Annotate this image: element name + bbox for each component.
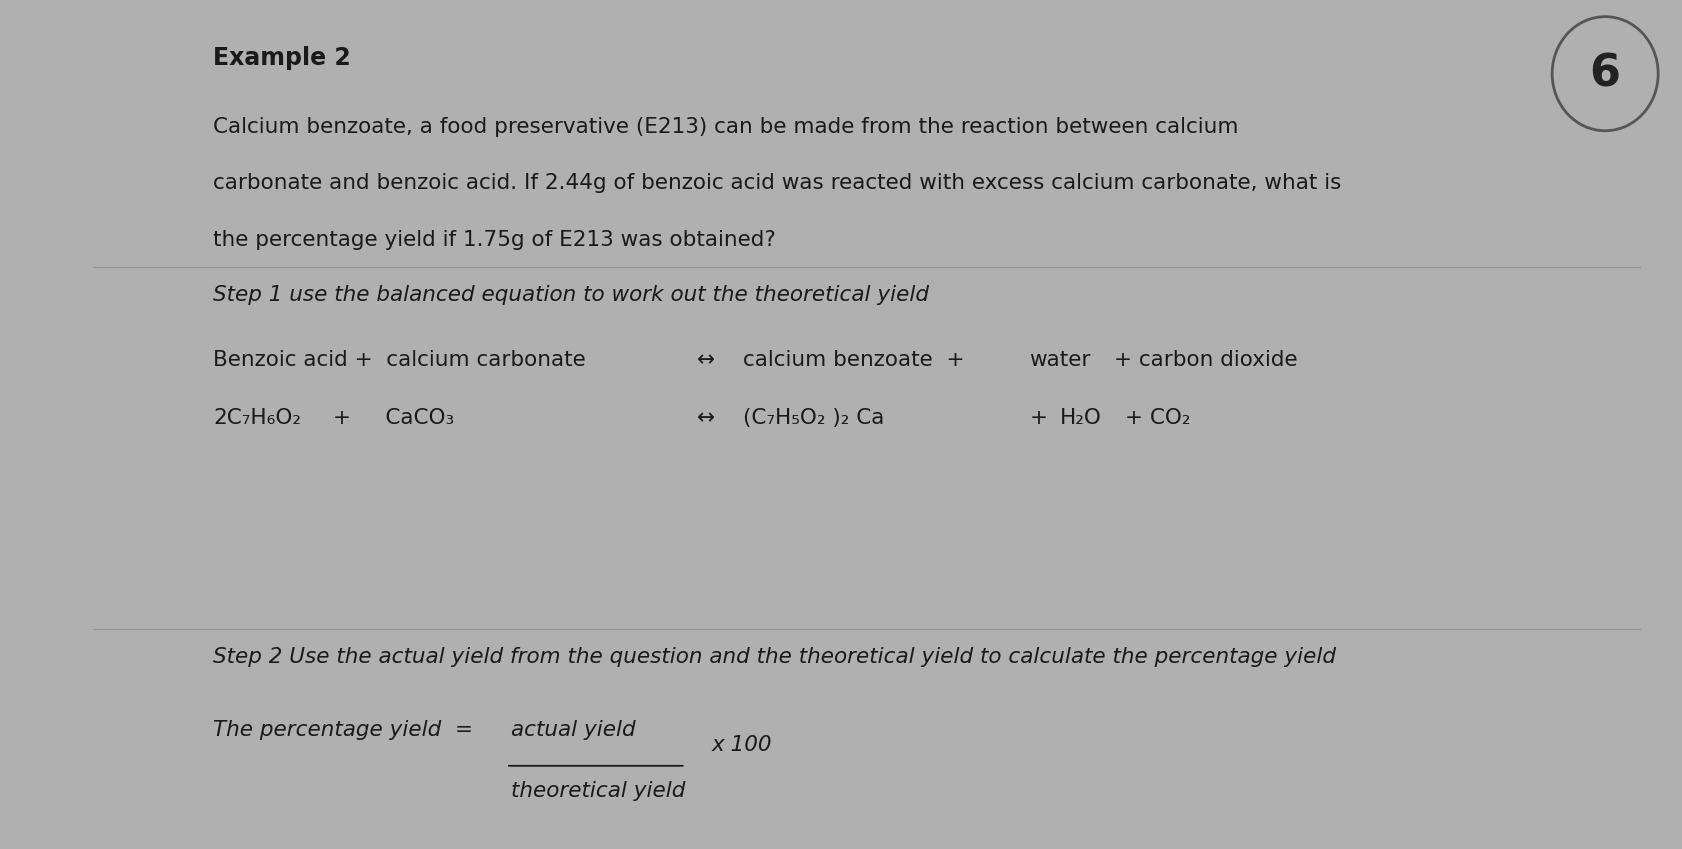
Text: 2C₇H₆O₂: 2C₇H₆O₂ bbox=[214, 408, 301, 428]
Text: ↔: ↔ bbox=[696, 408, 713, 428]
Text: theoretical yield: theoretical yield bbox=[510, 781, 685, 801]
Text: actual yield: actual yield bbox=[510, 720, 634, 740]
Text: The percentage yield  =: The percentage yield = bbox=[214, 720, 473, 740]
Text: +     CaCO₃: + CaCO₃ bbox=[333, 408, 454, 428]
Text: Step 1 use the balanced equation to work out the theoretical yield: Step 1 use the balanced equation to work… bbox=[214, 285, 928, 305]
Text: +: + bbox=[1029, 408, 1046, 428]
Text: carbonate and benzoic acid. If 2.44g of benzoic acid was reacted with excess cal: carbonate and benzoic acid. If 2.44g of … bbox=[214, 173, 1341, 194]
Text: Example 2: Example 2 bbox=[214, 46, 352, 70]
Text: + carbon dioxide: + carbon dioxide bbox=[1113, 350, 1297, 370]
Text: ↔: ↔ bbox=[696, 350, 713, 370]
Text: calcium benzoate  +: calcium benzoate + bbox=[742, 350, 964, 370]
Text: Calcium benzoate, a food preservative (E213) can be made from the reaction betwe: Calcium benzoate, a food preservative (E… bbox=[214, 117, 1238, 137]
Text: (C₇H₅O₂ )₂ Ca: (C₇H₅O₂ )₂ Ca bbox=[742, 408, 883, 428]
Text: water: water bbox=[1029, 350, 1090, 370]
Text: Benzoic acid +  calcium carbonate: Benzoic acid + calcium carbonate bbox=[214, 350, 585, 370]
Text: x 100: x 100 bbox=[711, 735, 772, 755]
Text: + CO₂: + CO₂ bbox=[1125, 408, 1191, 428]
Text: the percentage yield if 1.75g of E213 was obtained?: the percentage yield if 1.75g of E213 wa… bbox=[214, 230, 775, 250]
Text: 6: 6 bbox=[1589, 52, 1620, 95]
Text: H₂O: H₂O bbox=[1060, 408, 1102, 428]
Text: Step 2 Use the actual yield from the question and the theoretical yield to calcu: Step 2 Use the actual yield from the que… bbox=[214, 647, 1336, 666]
